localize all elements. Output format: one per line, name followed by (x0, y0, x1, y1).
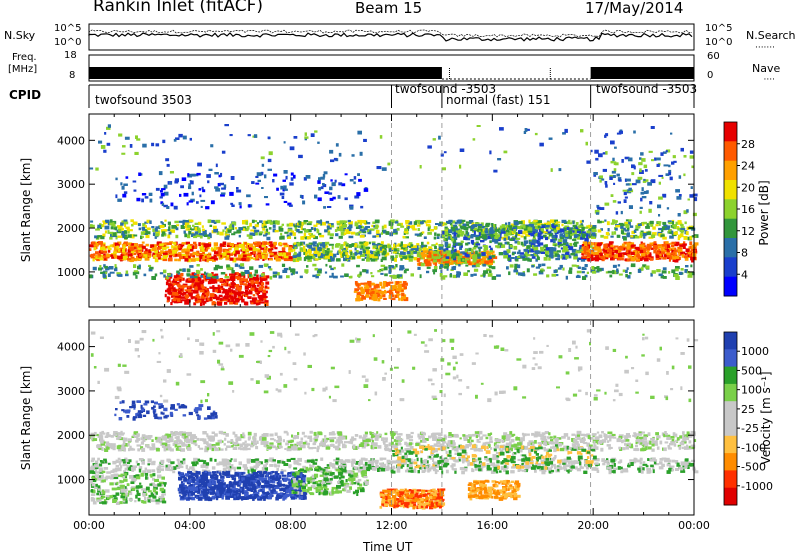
power-ytick-label: 4000 (57, 134, 85, 147)
velocity-ytick-label: 2000 (57, 429, 85, 442)
cpid-label: CPID (9, 88, 42, 102)
power-colorbar-tick-label: 28 (741, 138, 755, 151)
power-colorbar-swatch (724, 257, 737, 278)
velocity-colorbar-frame (723, 331, 738, 506)
velocity-colorbar-tick-label: 1000 (741, 345, 769, 358)
freq-label-line1: Freq. (12, 52, 37, 63)
power-colorbar-swatch (724, 218, 737, 239)
power-colorbar-swatch (724, 276, 737, 297)
x-tick-label: 00:00 (73, 519, 105, 532)
power-ytick-label: 1000 (57, 266, 85, 279)
velocity-ytick-label: 1000 (57, 474, 85, 487)
station-title: Rankin Inlet (fitACF) (93, 0, 264, 16)
x-tick-label: 20:00 (577, 519, 609, 532)
cpid-segment-2: normal (fast) 151 (446, 93, 551, 107)
power-ytick-label: 3000 (57, 178, 85, 191)
velocity-colorbar-tick-label: 500 (741, 364, 762, 377)
power-heatmap (89, 124, 699, 306)
velocity-ytick-label: 3000 (57, 385, 85, 398)
velocity-colorbar-tick-label: 100 (741, 384, 762, 397)
freq-left-tick-bottom: 8 (69, 70, 76, 81)
velocity-ytick-label: 4000 (57, 341, 85, 354)
x-tick-label: 12:00 (376, 519, 408, 532)
freq-label-line2: [MHz] (8, 64, 38, 75)
velocity-colorbar-tick-label: -1000 (741, 480, 773, 493)
freq-block-early (89, 67, 442, 79)
power-colorbar-swatch (724, 141, 737, 162)
power-colorbar-tick-label: 16 (741, 203, 755, 216)
x-tick-label: 16:00 (476, 519, 508, 532)
velocity-colorbar-swatch (724, 383, 737, 402)
date-title: 17/May/2014 (585, 0, 684, 17)
power-colorbar-swatch (724, 160, 737, 181)
velocity-colorbar-swatch (724, 366, 737, 385)
velocity-heatmap (89, 328, 699, 510)
power-colorbar-swatch (724, 199, 737, 220)
power-colorbar-tick-label: 4 (741, 268, 748, 281)
noise-search-legend-dots: ······· (755, 43, 775, 53)
velocity-colorbar-swatch (724, 470, 737, 489)
velocity-colorbar-swatch (724, 487, 737, 506)
x-tick-label: 00:00 (678, 519, 710, 532)
noise-left-tick-top: 10^5 (54, 23, 82, 34)
freq-block-late (590, 67, 694, 79)
nave-legend-dots: ···· (764, 75, 775, 85)
velocity-colorbar-swatch (724, 349, 737, 368)
x-tick-label: 04:00 (174, 519, 206, 532)
freq-right-tick-top: 60 (707, 51, 720, 62)
noise-strip-frame (88, 23, 695, 51)
velocity-colorbar-tick-label: -500 (741, 461, 766, 474)
noise-search-trace (88, 29, 693, 38)
x-axis-label: Time UT (363, 540, 413, 554)
noise-right-tick-bottom: 10^0 (705, 37, 733, 48)
velocity-colorbar-swatch (724, 453, 737, 471)
velocity-colorbar-swatch (724, 418, 737, 437)
cpid-segment-0: twofsound 3503 (95, 93, 192, 107)
power-ytick-label: 2000 (57, 222, 85, 235)
power-colorbar-tick-label: 24 (741, 160, 755, 173)
power-colorbar-swatch (724, 180, 737, 200)
noise-search-label: N.Search (746, 29, 796, 42)
velocity-colorbar-tick-label: -100 (741, 441, 766, 454)
freq-left-tick-top: 18 (64, 50, 77, 61)
noise-left-tick-bottom: 10^0 (54, 37, 82, 48)
freq-right-tick-bottom: 0 (707, 70, 714, 81)
velocity-colorbar-tick-label: 25 (741, 403, 755, 416)
x-tick-label: 08:00 (275, 519, 307, 532)
power-colorbar-tick-label: 12 (741, 225, 755, 238)
power-colorbar-tick-label: 8 (741, 247, 748, 260)
velocity-colorbar-swatch (724, 401, 737, 419)
noise-sky-trace (88, 32, 693, 42)
velocity-colorbar-swatch (724, 332, 737, 350)
velocity-colorbar-tick-label: -25 (741, 422, 759, 435)
power-colorbar-swatch (724, 238, 737, 258)
nave-label: Nave (752, 62, 781, 75)
noise-sky-label: N.Sky (4, 29, 36, 42)
noise-right-tick-top: 10^5 (705, 23, 733, 34)
power-colorbar-swatch (724, 122, 737, 142)
beam-title: Beam 15 (355, 0, 423, 17)
power-colorbar-tick-label: 20 (741, 181, 755, 194)
velocity-colorbar-swatch (724, 435, 737, 454)
